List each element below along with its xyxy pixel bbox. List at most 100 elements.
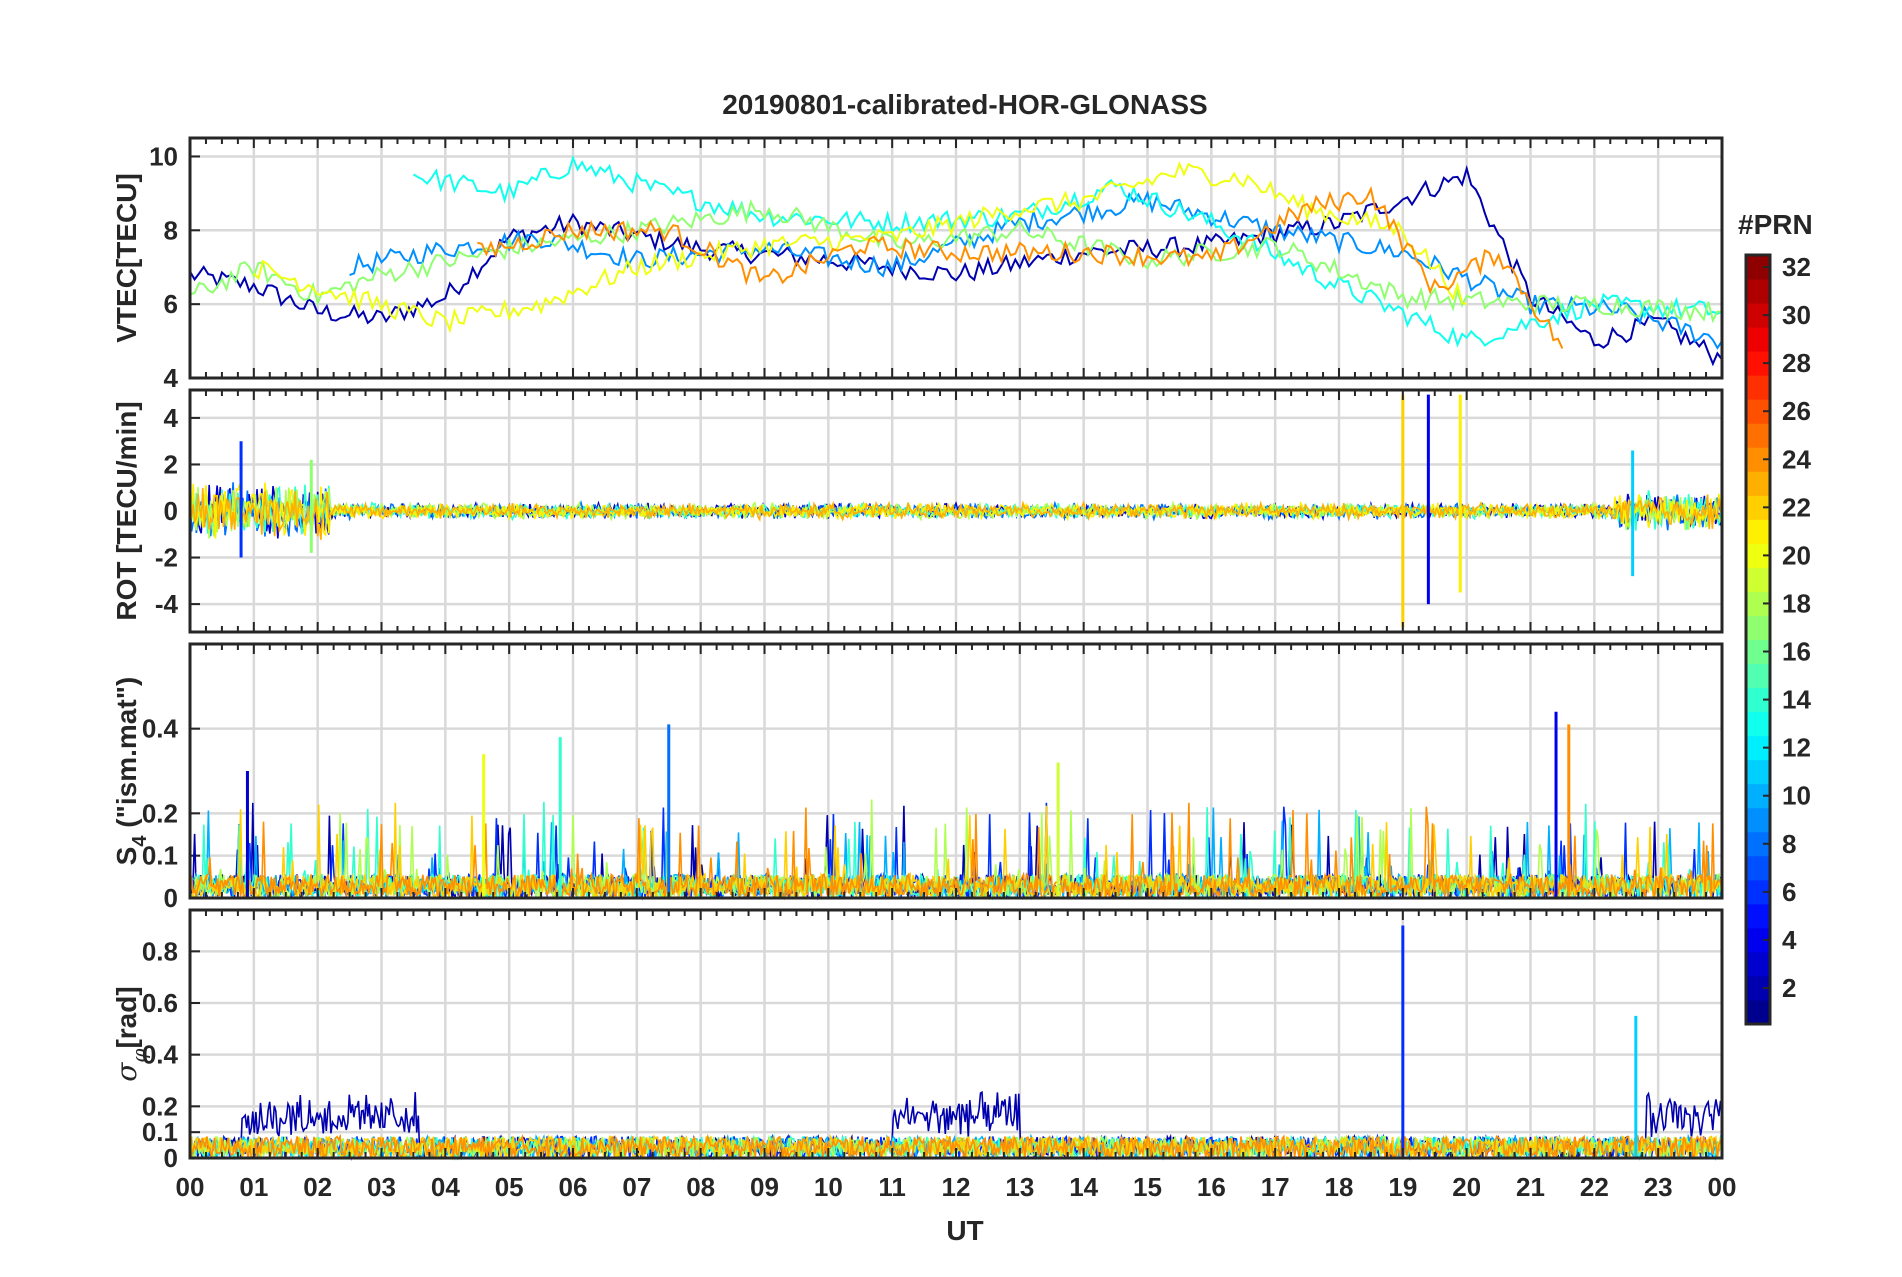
x-tick-labels: 00 01 02 03 04 05 06 07 08 09 10 11 12 13 14 15 16 17 18 19…	[176, 1172, 1737, 1202]
colorbar-tick-label: 22	[1782, 492, 1811, 522]
colorbar-segment	[1746, 423, 1770, 448]
colorbar-tick-label: 26	[1782, 396, 1811, 426]
y-label-rest: ("ism.mat")	[111, 677, 142, 836]
panel-2: -4 -2 0 2 4 ROT [TECU/min]	[111, 388, 1724, 634]
colorbar-tick-label: 12	[1782, 733, 1811, 763]
colorbar-tick-label: 6	[1782, 877, 1796, 907]
panel-4: 00.10.2 0.4 0.6 0.8 σφ[rad]	[110, 908, 1724, 1173]
x-tick-label: 01	[239, 1172, 268, 1202]
colorbar-tick-label: 4	[1782, 925, 1797, 955]
x-tick-label: 14	[1069, 1172, 1098, 1202]
x-tick-label: 10	[814, 1172, 843, 1202]
y-axis-label: S4 ("ism.mat")	[111, 677, 151, 866]
colorbar-segment	[1746, 615, 1770, 640]
vtec-series-line	[349, 190, 1723, 350]
y-tick-label: 0.2	[142, 798, 178, 828]
colorbar-segment	[1746, 663, 1770, 689]
colorbar-segment	[1746, 951, 1770, 977]
y-tick-label: 4	[164, 403, 179, 433]
x-tick-label: 13	[1005, 1172, 1034, 1202]
colorbar-segment	[1746, 279, 1770, 304]
y-label-main: σ	[110, 1062, 143, 1082]
colorbar-tick-label: 28	[1782, 348, 1811, 378]
colorbar-tick-label: 16	[1782, 637, 1811, 667]
y-tick-label: 6	[164, 289, 178, 319]
colorbar-segment	[1746, 327, 1770, 352]
colorbar-segment	[1746, 711, 1770, 737]
colorbar-segment	[1746, 471, 1770, 496]
panel-3: 00.10.20.4S4 ("ism.mat")	[111, 642, 1724, 913]
colorbar-frame	[1744, 253, 1772, 1026]
x-tick-label: 22	[1580, 1172, 1609, 1202]
y-tick-label: 0.6	[142, 988, 178, 1018]
y-tick-label: 2	[164, 449, 178, 479]
y-tick-label: 0	[164, 496, 178, 526]
y-tick-label: 0.1	[142, 841, 178, 871]
vtec-series-line	[189, 199, 1723, 324]
y-tick-label: -2	[155, 543, 178, 573]
panel-2-series	[189, 394, 1723, 628]
x-tick-label: 02	[303, 1172, 332, 1202]
y-axis-label: VTEC[TECU]	[111, 173, 142, 343]
x-tick-label: 04	[431, 1172, 460, 1202]
y-axis-label: σφ[rad]	[110, 986, 151, 1081]
x-tick-label: 07	[622, 1172, 651, 1202]
y-tick-label: 8	[164, 215, 178, 245]
x-tick-label: 11	[878, 1172, 906, 1202]
x-tick-label: 09	[750, 1172, 779, 1202]
colorbar-segment	[1746, 519, 1770, 544]
colorbar-tick-label: 18	[1782, 588, 1811, 618]
y-tick-label: 0.8	[142, 936, 178, 966]
y-tick-label: 4	[164, 363, 179, 393]
colorbar-tick-label: 10	[1782, 781, 1811, 811]
vtec-series-line	[253, 161, 1467, 334]
y-tick-label: 0.4	[142, 1040, 179, 1070]
colorbar-segment	[1746, 567, 1770, 592]
y-tick-label: 0	[164, 1143, 178, 1173]
colorbar-tick-label: 8	[1782, 829, 1796, 859]
x-tick-label: 05	[495, 1172, 524, 1202]
x-tick-label: 16	[1197, 1172, 1226, 1202]
x-tick-label: 21	[1516, 1172, 1545, 1202]
y-label-rest: [rad]	[111, 986, 142, 1048]
colorbar-segment	[1746, 855, 1770, 881]
x-tick-label: 19	[1388, 1172, 1417, 1202]
y-tick-label: 10	[149, 141, 178, 171]
colorbar-segment	[1746, 759, 1770, 785]
y-tick-label: 0	[164, 883, 178, 913]
x-axis-label: UT	[946, 1215, 983, 1246]
panel-1-series	[189, 154, 1723, 367]
y-label-subscript: φ	[127, 1049, 151, 1063]
y-tick-label: 0.2	[142, 1091, 178, 1121]
rot-series-line	[189, 488, 1723, 540]
colorbar-segment	[1746, 807, 1770, 833]
colorbar-tick-label: 24	[1782, 444, 1811, 474]
x-tick-label: 08	[686, 1172, 715, 1202]
y-label-subscript: 4	[129, 835, 151, 847]
y-label-main: S	[111, 847, 142, 866]
colorbar-tick-label: 14	[1782, 685, 1811, 715]
x-tick-label: 20	[1452, 1172, 1481, 1202]
vtec-series-line	[477, 185, 1564, 349]
y-tick-label: -4	[155, 589, 179, 619]
y-tick-label: 0.1	[142, 1117, 178, 1147]
colorbar-tick-label: 2	[1782, 973, 1796, 1003]
vtec-series-line	[412, 154, 1723, 348]
colorbar-tick-label: 32	[1782, 252, 1811, 282]
x-tick-label: 18	[1325, 1172, 1354, 1202]
colorbar-segment	[1746, 375, 1770, 400]
x-tick-label: 23	[1644, 1172, 1673, 1202]
colorbar-tick-label: 20	[1782, 540, 1811, 570]
colorbar-tick-label: 30	[1782, 300, 1811, 330]
x-tick-label: 12	[942, 1172, 971, 1202]
x-tick-label: 03	[367, 1172, 396, 1202]
x-tick-label: 17	[1261, 1172, 1290, 1202]
colorbar-segment	[1746, 999, 1770, 1025]
x-tick-label: 15	[1133, 1172, 1162, 1202]
y-tick-label: 0.4	[142, 714, 179, 744]
